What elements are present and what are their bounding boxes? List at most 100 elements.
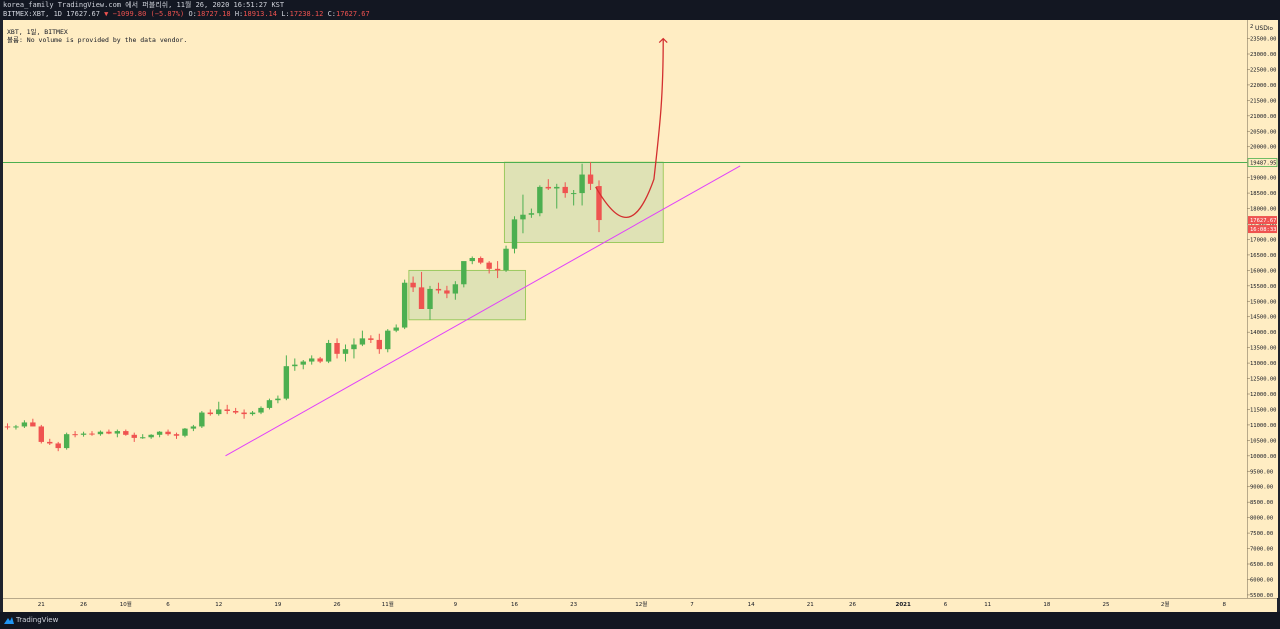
chart-plot-area[interactable] [3,20,1247,598]
candle-body [376,339,382,350]
y-tick-label: 10000.00 [1250,454,1277,460]
legend-volume-note: 볼륨: No volume is provided by the data ve… [7,36,188,44]
ohlc-open-label: O: [188,10,197,18]
y-tick-label: 17000.00 [1250,237,1277,243]
candle-body [342,349,349,354]
time-axis[interactable] [3,598,1277,613]
price-axis[interactable] [1247,20,1278,598]
candle-body [587,174,594,184]
ohlc-low-value: 17238.12 [289,10,324,18]
candle-body [418,287,425,309]
y-tick-label: 5500.00 [1250,593,1273,599]
candle-body [368,338,374,340]
x-tick-label: 26 [80,602,87,608]
candle-body [444,290,450,294]
y-tick-label: 12500.00 [1250,377,1277,383]
projection-arrow [595,37,668,218]
x-tick-label: 11월 [382,600,394,608]
y-tick-label: 9500.00 [1250,469,1273,475]
candle-body [249,412,256,415]
x-tick-label: 25 [1103,602,1110,608]
candle-body [97,431,104,435]
candle-body [131,434,137,438]
candle-body [427,288,433,309]
price-label-box [1247,158,1278,167]
legend-symbol: XBT, 1일, BITMEX [7,28,68,36]
candle-body [4,426,11,428]
y-tick-label: 11500.00 [1250,407,1277,413]
y-tick-label: 16500.00 [1250,253,1277,259]
candle-body [207,412,213,415]
candle-body [55,443,61,449]
y-tick-label: 13500.00 [1250,346,1277,352]
candle-body [63,434,70,449]
y-tick-label: 6500.00 [1250,562,1273,568]
candle-body [359,338,366,345]
candle-body [317,358,323,362]
y-tick-label: 7000.00 [1250,547,1273,553]
x-tick-label: 19 [274,602,281,608]
x-tick-label: 23 [570,602,577,608]
price-label-text: 16:08:33 [1250,227,1277,233]
candle-body [385,330,391,350]
y-tick-label: 21000.00 [1250,114,1277,120]
ohlc-high-value: 18913.14 [243,10,277,18]
price-label-text: 19487.95 [1250,161,1277,167]
x-tick-label: 2월 [1161,600,1170,608]
y-tick-label: 18000.00 [1250,207,1277,213]
y-tick-label: 14000.00 [1250,330,1277,336]
candle-body [570,193,577,195]
x-tick-label: 21 [807,602,814,608]
candle-body [486,262,492,269]
candle-body [156,431,163,435]
y-tick-label: 8500.00 [1250,500,1273,506]
candle-body [173,434,180,436]
candle-body [554,186,560,189]
x-tick-label: 6 [166,602,170,608]
y-tick-label: 15500.00 [1250,284,1277,290]
candle-body [241,412,247,415]
candle-body [511,219,518,249]
candle-body [562,186,568,194]
y-tick-label-partial: 2 [1250,24,1253,30]
candle-body [140,437,146,439]
candle-body [275,398,281,401]
candle-body [266,400,273,408]
price-label-box [1248,225,1277,234]
candle-body [216,409,222,415]
x-tick-label: 26 [334,602,341,608]
candle-body [13,426,19,428]
candle-body [300,361,306,365]
candle-body [72,434,78,436]
y-tick-label: 7500.00 [1250,531,1273,537]
candle-body [148,434,154,438]
y-tick-label: 23000.00 [1250,52,1277,58]
y-tick-label: 19000.00 [1250,176,1277,182]
scale-mode-label: lo [1268,26,1274,32]
candle-body [528,213,535,215]
x-tick-label: 18 [1043,602,1050,608]
brand-label: TradingView [16,616,59,624]
x-tick-label: 10월 [120,600,132,608]
x-tick-label: 8 [1223,602,1227,608]
ohlc-open-value: 18727.18 [196,10,231,18]
y-tick-label: 20500.00 [1250,129,1277,135]
tradingview-logo-icon [4,617,14,624]
candle-body [393,327,399,331]
y-tick-label: 12000.00 [1250,392,1277,398]
candle-body [537,186,543,214]
x-tick-label: 12월 [635,600,647,608]
x-tick-label: 16 [511,602,518,608]
y-tick-label: 22500.00 [1250,67,1277,73]
trendline [225,165,741,457]
candle-body [351,344,357,350]
y-tick-label: 16000.00 [1250,268,1277,274]
x-tick-label: 2021 [896,602,911,608]
candle-body [545,186,551,189]
y-tick-label: 6000.00 [1250,577,1273,583]
candle-body [38,426,44,442]
candle-body [199,412,205,427]
price-change: ▼ −1099.80 (−5.87%) [104,10,185,18]
